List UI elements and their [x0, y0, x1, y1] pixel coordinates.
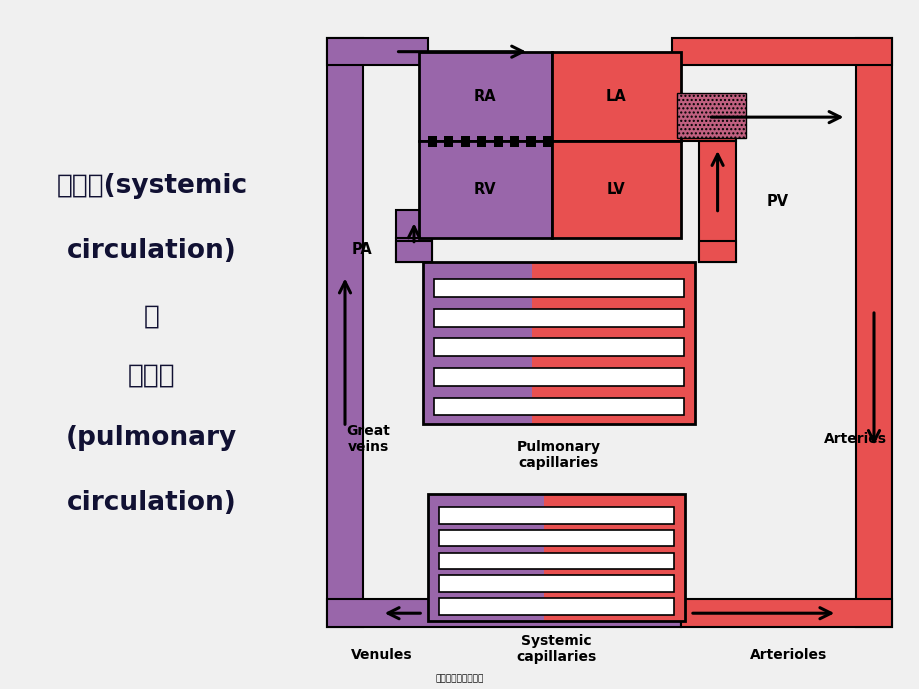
Bar — [551, 52, 680, 141]
Bar — [675, 114, 735, 141]
Text: (pulmonary: (pulmonary — [66, 424, 237, 451]
Bar — [680, 599, 891, 627]
Text: PV: PV — [766, 194, 788, 209]
Bar — [434, 279, 683, 297]
Bar — [423, 262, 694, 424]
Bar — [326, 599, 680, 627]
Bar — [509, 136, 518, 147]
Text: 与: 与 — [143, 304, 160, 330]
Bar — [531, 262, 694, 424]
Bar — [395, 210, 423, 238]
Text: RV: RV — [473, 182, 496, 197]
Text: Arterioles: Arterioles — [750, 648, 826, 661]
Text: 肺循环: 肺循环 — [128, 362, 176, 389]
Bar — [418, 141, 551, 238]
Text: circulation): circulation) — [67, 490, 236, 516]
Bar — [542, 136, 551, 147]
Bar — [418, 52, 551, 141]
Bar — [698, 141, 735, 262]
Bar — [671, 38, 891, 65]
Bar — [855, 38, 891, 627]
Text: Arteries: Arteries — [823, 432, 886, 446]
Bar — [434, 309, 683, 327]
Text: PA: PA — [351, 243, 372, 257]
Text: LA: LA — [606, 89, 626, 104]
Bar — [444, 136, 453, 147]
Bar — [698, 241, 735, 262]
Text: LV: LV — [607, 182, 625, 197]
Text: Systemic
capillaries: Systemic capillaries — [516, 634, 596, 664]
Bar — [395, 241, 432, 262]
Bar — [676, 93, 745, 138]
Bar — [438, 575, 674, 592]
Text: RA: RA — [473, 89, 496, 104]
Text: Pulmonary
capillaries: Pulmonary capillaries — [516, 440, 600, 470]
Bar — [326, 38, 363, 627]
Bar — [438, 553, 674, 569]
Bar — [477, 136, 486, 147]
Bar — [434, 338, 683, 356]
Bar — [427, 136, 437, 147]
Bar — [438, 598, 674, 615]
Bar — [395, 238, 432, 262]
Bar — [543, 494, 685, 621]
Text: Venules: Venules — [351, 648, 412, 661]
Bar — [427, 494, 685, 621]
Bar — [438, 530, 674, 546]
Bar — [423, 262, 531, 424]
Bar — [551, 141, 680, 238]
Text: 体循环(systemic: 体循环(systemic — [56, 173, 247, 199]
Bar — [427, 494, 543, 621]
Bar — [434, 398, 683, 415]
Bar — [438, 507, 674, 524]
Bar — [526, 136, 535, 147]
Bar — [493, 136, 502, 147]
Bar — [326, 38, 427, 65]
Text: Great
veins: Great veins — [346, 424, 390, 454]
Bar — [460, 136, 470, 147]
Text: circulation): circulation) — [67, 238, 236, 265]
Text: 第二页，八十三页。: 第二页，八十三页。 — [436, 675, 483, 683]
Bar — [434, 368, 683, 386]
